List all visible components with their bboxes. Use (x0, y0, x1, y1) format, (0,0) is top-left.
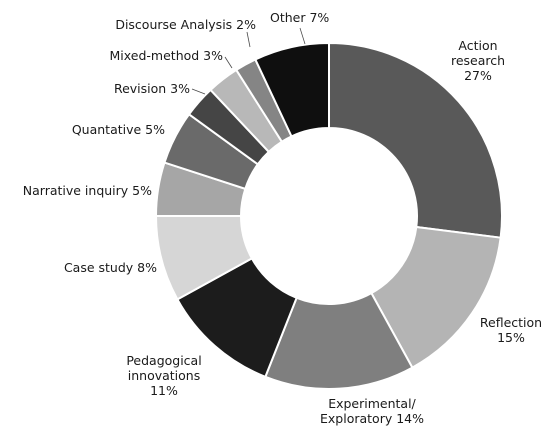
label-revision: Revision 3% (114, 81, 190, 96)
label-action-research: Action research 27% (451, 38, 505, 83)
label-other: Other 7% (270, 10, 329, 25)
label-line: Exploratory 14% (320, 411, 424, 426)
label-line: Case study 8% (64, 260, 157, 275)
label-experimental-exploratory: Experimental/Exploratory 14% (320, 396, 424, 426)
label-line: Experimental/ (328, 396, 416, 411)
label-case-study: Case study 8% (64, 260, 157, 275)
label-line: 11% (150, 383, 178, 398)
slice-action-research (328, 41, 503, 239)
label-pedagogical-innovations: Pedagogical innovations 11% (126, 353, 201, 398)
leader-revision (191, 88, 206, 95)
label-line: Quantative 5% (72, 122, 165, 137)
label-line: Discourse Analysis 2% (115, 17, 256, 32)
label-quantative: Quantative 5% (72, 122, 165, 137)
labels-group: Action research 27% Reflection 15% Experiment… (23, 10, 542, 426)
label-mixed-method: Mixed-method 3% (110, 48, 224, 63)
label-reflection: Reflection 15% (480, 315, 542, 345)
label-line: Pedagogical (126, 353, 201, 368)
label-line: Reflection (480, 315, 542, 330)
label-narrative-inquiry: Narrative inquiry 5% (23, 183, 152, 198)
label-line: 15% (497, 330, 525, 345)
label-line: Mixed-method 3% (110, 48, 224, 63)
label-discourse-analysis: Discourse Analysis 2% (115, 17, 256, 32)
slice-other (254, 41, 330, 138)
label-line: 27% (464, 68, 492, 83)
label-line: Narrative inquiry 5% (23, 183, 152, 198)
label-line: research (451, 53, 505, 68)
label-line: Action (458, 38, 497, 53)
leader-mixed-method (224, 56, 233, 69)
leader-lines (191, 27, 306, 95)
label-line: innovations (128, 368, 200, 383)
leader-discourse-analysis (246, 31, 251, 48)
leader-other (299, 27, 306, 45)
label-line: Other 7% (270, 10, 329, 25)
slices-group (154, 41, 503, 390)
label-line: Revision 3% (114, 81, 190, 96)
